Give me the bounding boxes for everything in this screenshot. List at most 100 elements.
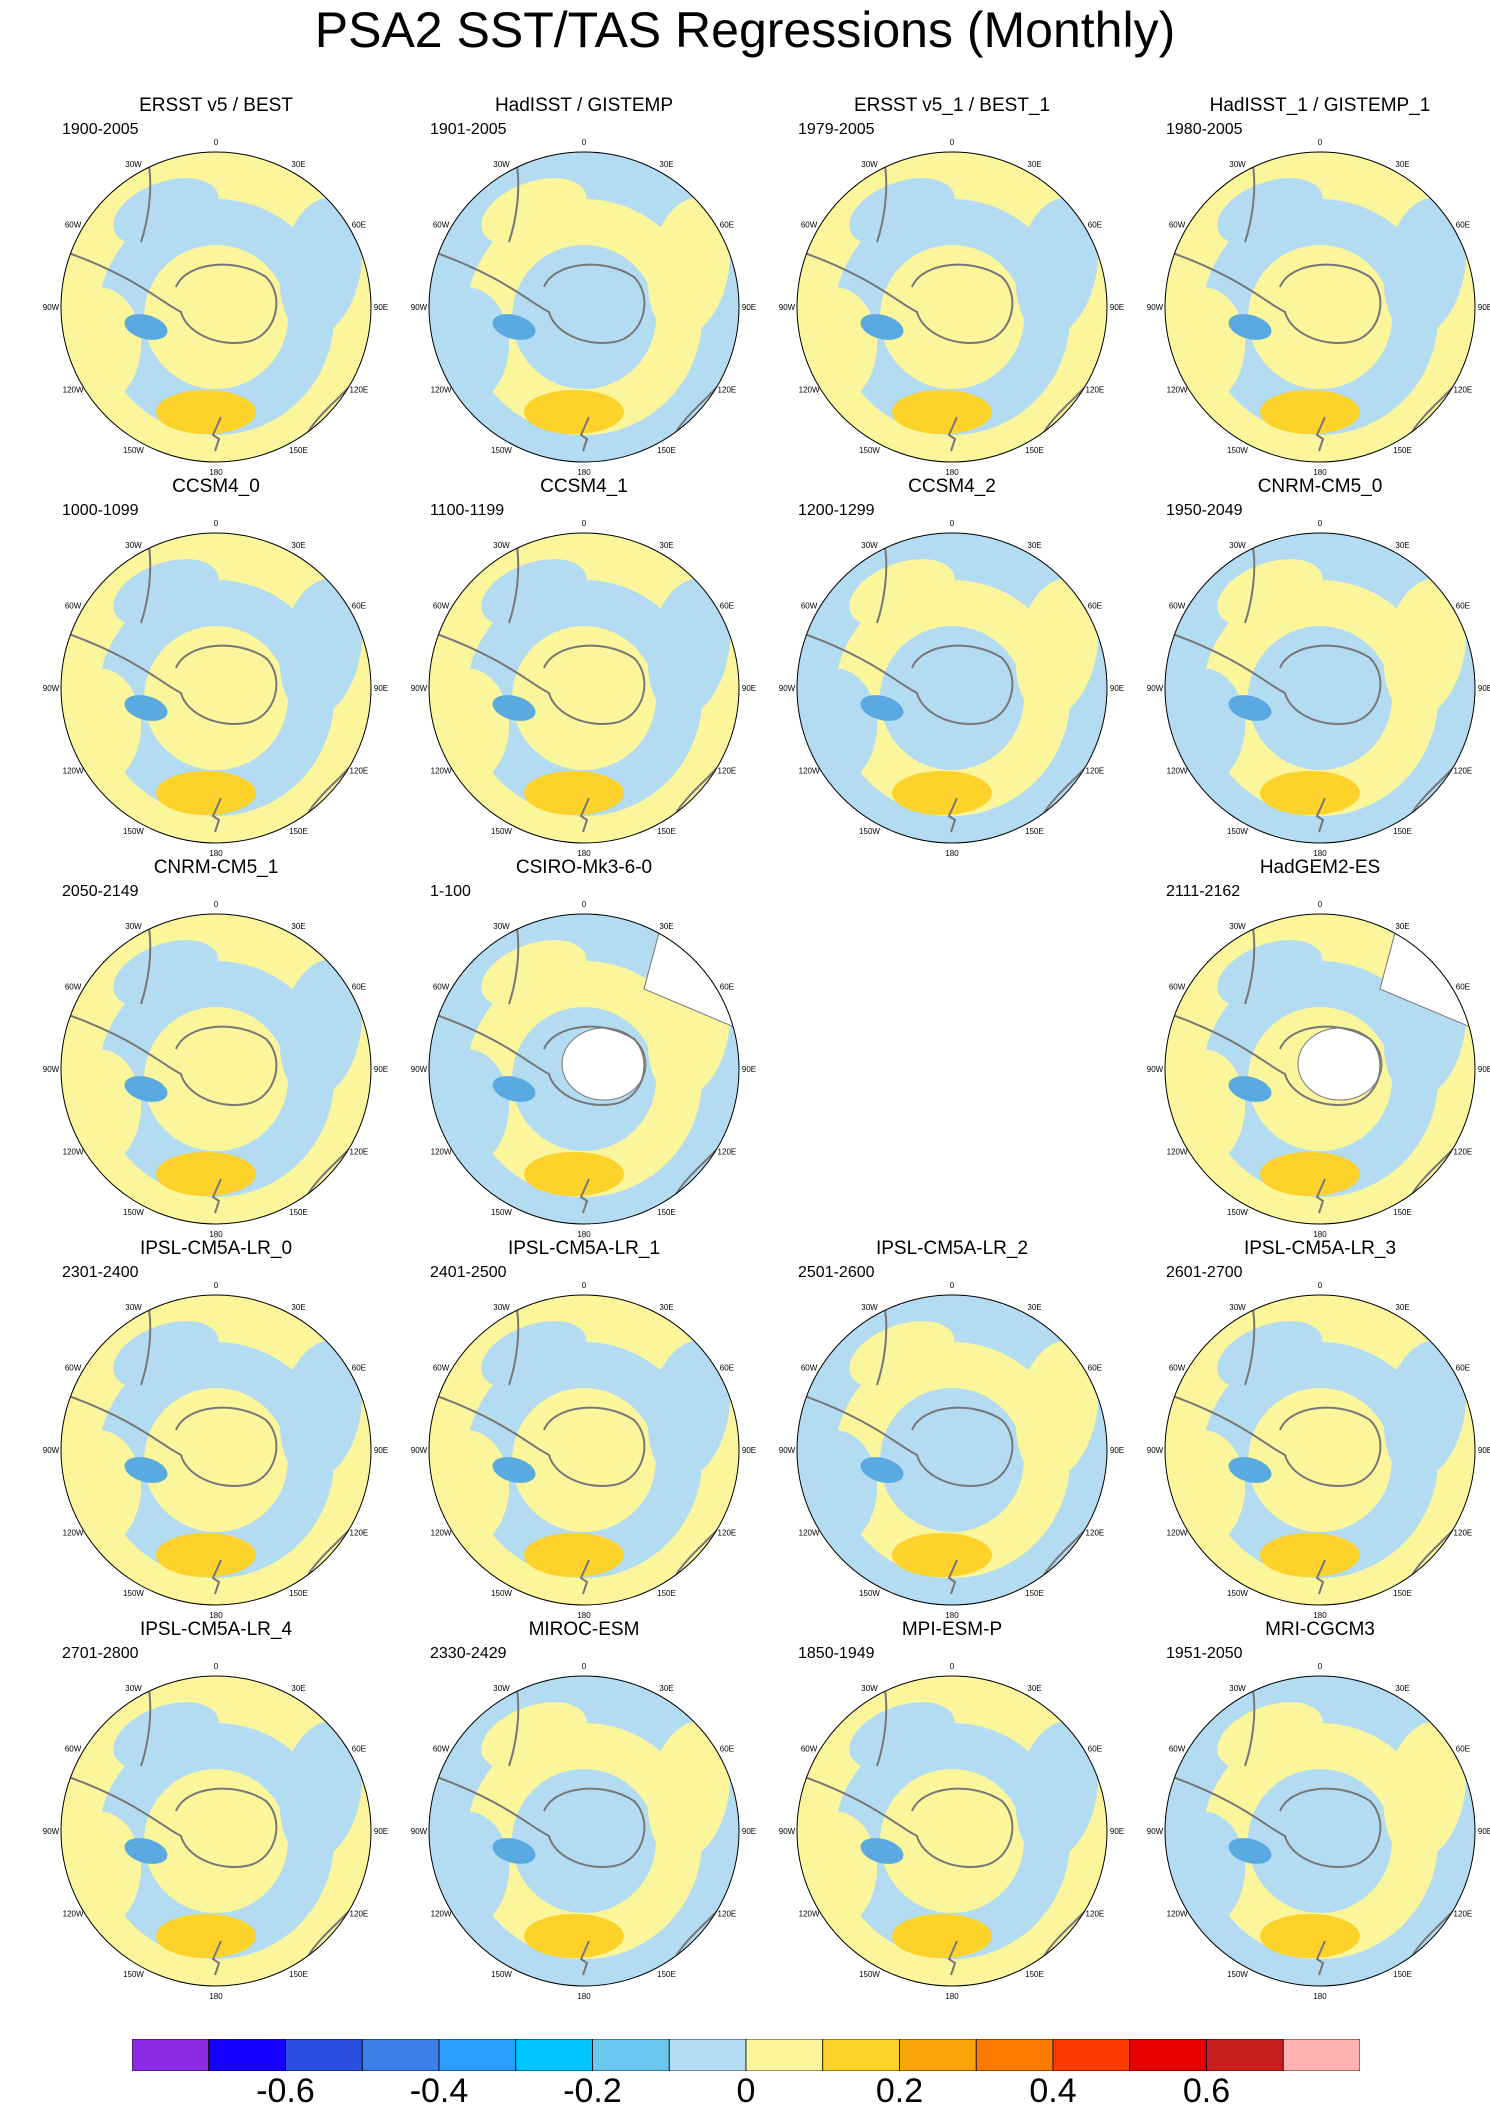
colorbar [132,2039,1360,2071]
anomaly-patch [279,1721,363,1861]
longitude-label: 30E [291,1303,305,1312]
coastline [65,1013,278,1106]
polar-map: 0 30E 60E 90E 120E 150E 180 150W 120W 90W 60W 30W [1147,138,1490,477]
map-border [796,1294,1108,1606]
longitude-label: 60E [1456,1364,1470,1373]
strong-negative-patch [492,1838,536,1864]
coastline [1315,797,1326,833]
map-panel: CCSM4_1 1100-1199 0 30E 60E 90E 120E 150E 180 150… [398,476,770,858]
longitude-label: 0 [582,138,587,147]
panel-period: 2050-2149 [62,883,139,900]
longitude-label: 120W [799,1529,820,1538]
longitude-label: 150E [1025,1589,1044,1598]
longitude-label: 120E [718,386,737,395]
coastline [579,1940,590,1976]
longitude-label: 30W [125,160,142,169]
strong-positive-patch [524,1152,624,1196]
panel-title: CNRM-CM5_1 [153,857,279,878]
colorbar-swatch [975,2039,1054,2071]
longitude-label: 120W [63,767,84,776]
longitude-label: 120W [431,767,452,776]
longitude-label: 30W [1229,922,1246,931]
longitude-label: 150W [1227,1589,1248,1598]
longitude-label: 150W [859,446,880,455]
longitude-label: 180 [1313,1992,1327,2001]
coastline [211,797,222,833]
longitude-label: 120W [1167,386,1188,395]
longitude-label: 60W [1169,1745,1186,1754]
strong-negative-patch [860,314,904,340]
colorbar-tick-label: 0.6 [1182,2072,1231,2110]
longitude-label: 120E [350,386,369,395]
strong-negative-patch [124,1838,168,1864]
panel-period: 2330-2429 [430,1645,507,1662]
strong-negative-patch [860,1457,904,1483]
anomaly-patch [1383,197,1467,337]
longitude-label: 120W [799,386,820,395]
longitude-label: 30W [125,922,142,931]
longitude-label: 60E [352,983,366,992]
longitude-label: 120W [63,1148,84,1157]
longitude-label: 30W [1229,1303,1246,1312]
anomaly-patch [1217,178,1323,246]
polar-map: 0 30E 60E 90E 120E 150E 180 150W 120W 90W 60W 30W [779,519,1124,858]
figure-title: PSA2 SST/TAS Regressions (Monthly) [314,2,1176,58]
map-border [60,151,372,463]
longitude-label: 60E [720,1364,734,1373]
polar-map: 0 30E 60E 90E 120E 150E 180 150W 120W 90W 60W 30W [1147,519,1490,858]
longitude-label: 30E [1395,1684,1409,1693]
colorbar-swatch [1206,2039,1284,2071]
map-border [60,532,372,844]
longitude-label: 120W [431,386,452,395]
anomaly-patch [279,197,363,337]
longitude-label: 90W [1147,684,1164,693]
colorbar-swatch [132,2039,210,2071]
longitude-label: 150E [289,1970,308,1979]
longitude-label: 30E [1027,160,1041,169]
longitude-label: 30W [1229,1684,1246,1693]
map-border [428,151,740,463]
coastline [1315,1178,1326,1214]
polar-map: 0 30E 60E 90E 120E 150E 180 150W 120W 90W 60W 30W [43,1662,388,2001]
longitude-label: 90E [742,1065,756,1074]
map-border [428,532,740,844]
longitude-label: 180 [209,849,223,858]
longitude-label: 120E [718,1529,737,1538]
panel-title: MRI-CGCM3 [1265,1619,1375,1640]
anomaly-patch [647,1340,731,1480]
longitude-label: 90E [742,684,756,693]
longitude-label: 60W [65,221,82,230]
coastline [1169,632,1382,725]
longitude-label: 30E [291,922,305,931]
panel-title: CCSM4_0 [172,476,260,497]
anomaly-patch [113,559,219,627]
map-border [796,532,1108,844]
polar-map: 0 30E 60E 90E 120E 150E 180 150W 120W 90W 60W 30W [411,519,756,858]
longitude-label: 60W [65,602,82,611]
longitude-label: 0 [1318,900,1323,909]
coastline [65,1775,278,1868]
colorbar-swatch [745,2039,824,2071]
longitude-label: 90W [779,1827,796,1836]
longitude-label: 120E [718,1910,737,1919]
map-border [1164,1675,1476,1987]
strong-negative-patch [124,1457,168,1483]
anomaly-patch [1015,197,1099,337]
longitude-label: 90E [1110,684,1124,693]
longitude-label: 60W [801,602,818,611]
colorbar-tick-label: -0.6 [256,2072,315,2110]
strong-positive-patch [524,1533,624,1577]
longitude-label: 120E [350,1148,369,1157]
coastline [433,1775,646,1868]
longitude-label: 60E [1456,1745,1470,1754]
longitude-label: 30W [493,1684,510,1693]
anomaly-patch [849,178,955,246]
longitude-label: 180 [1313,1611,1327,1620]
colorbar-swatch [285,2039,363,2071]
longitude-label: 180 [209,1992,223,2001]
panel-title: MPI-ESM-P [901,1619,1003,1640]
map-panel: HadISST / GISTEMP 1901-2005 0 30E 60E 90E 120E… [398,95,770,477]
strong-negative-patch [1228,1457,1272,1483]
panel-title: CNRM-CM5_0 [1257,476,1383,497]
longitude-label: 90W [1147,1446,1164,1455]
